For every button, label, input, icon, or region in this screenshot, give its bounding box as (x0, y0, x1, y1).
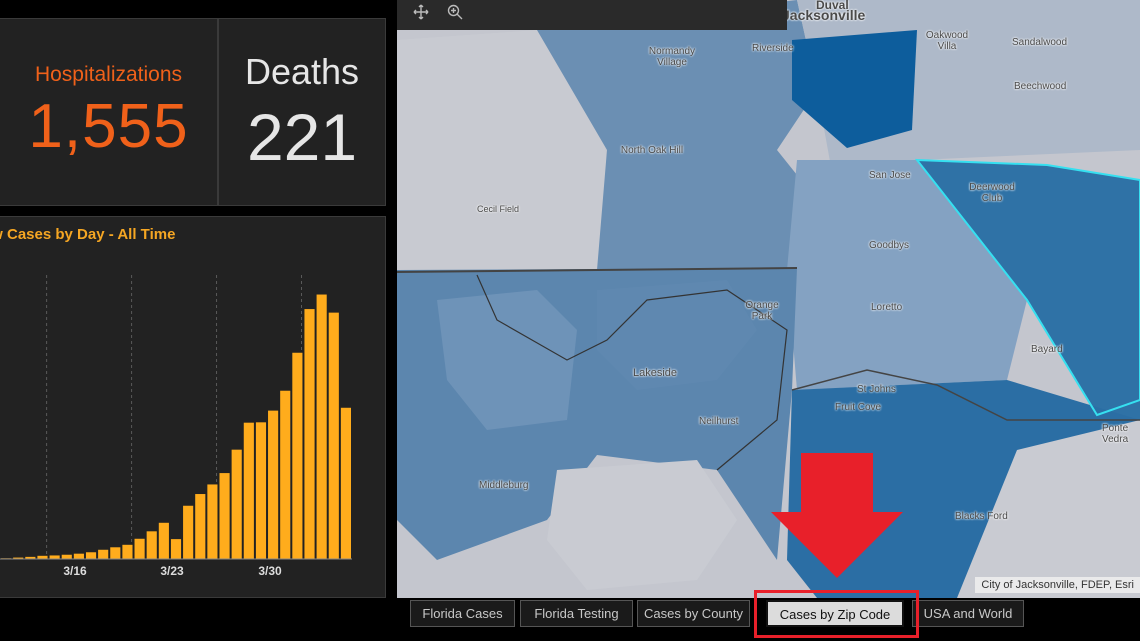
map-label-middleburg: Middleburg (479, 480, 529, 491)
map-label-blacks-ford: Blacks Ford (955, 511, 1008, 522)
map-label-oakwood-villa: Oakwood Villa (925, 30, 969, 52)
chart-bar[interactable] (49, 555, 60, 559)
chart-bar[interactable] (134, 538, 145, 559)
chart-bar[interactable] (255, 422, 267, 559)
map-label-north-oak-hill: North Oak Hill (620, 145, 684, 156)
map-label-bayard: Bayard (1031, 344, 1063, 355)
tab-cases-by-zip-code[interactable]: Cases by Zip Code (766, 600, 904, 627)
map-attribution: City of Jacksonville, FDEP, Esri (975, 577, 1140, 593)
chart-bar[interactable] (340, 407, 351, 559)
chart-bar[interactable] (61, 554, 72, 559)
tab-cases-by-county[interactable]: Cases by County (637, 600, 750, 627)
chart-bar[interactable] (231, 449, 242, 559)
map-label-neilhurst: Neilhurst (699, 416, 739, 427)
chart-bar[interactable] (268, 410, 279, 559)
map-label-ponte-vedra: Ponte Vedra (1102, 423, 1129, 445)
deaths-label: Deaths (244, 51, 360, 92)
map-label-sandalwood: Sandalwood (1012, 37, 1068, 48)
deaths-value: 221 (246, 100, 358, 174)
chart-bar[interactable] (195, 494, 206, 559)
chart-bar[interactable] (280, 390, 291, 559)
tab-usa-and-world[interactable]: USA and World (912, 600, 1024, 627)
chart-bar[interactable] (146, 531, 157, 559)
map-label-goodbys: Goodbys (869, 240, 910, 251)
map-label-deerwood-club: Deerwood Club (969, 182, 1015, 204)
map-label-loretto: Loretto (871, 302, 903, 313)
map-toolbar (397, 0, 787, 30)
chart-bar[interactable] (219, 473, 230, 559)
chart-bar[interactable] (85, 552, 97, 559)
x-tick-label: 3/30 (258, 564, 282, 578)
dashboard-tab-bar: Florida Cases Florida Testing Cases by C… (0, 598, 1140, 641)
map-label-cecil-field: Cecil Field (477, 204, 520, 214)
zoom-in-icon[interactable] (444, 4, 466, 26)
x-tick-label: 3/16 (63, 564, 87, 578)
chart-bar[interactable] (170, 539, 182, 559)
map-canvas[interactable] (397, 0, 1140, 598)
chart-bar[interactable] (304, 309, 315, 559)
hospitalizations-value: 1,555 (28, 92, 189, 161)
chart-bar[interactable] (98, 549, 109, 559)
map-label-duval: Duval (816, 0, 849, 12)
zip-code-map[interactable]: Jacksonville Duval Oakwood Villa Sandalw… (397, 0, 1140, 598)
new-cases-chart-panel: New Cases by Day - All Time 3/16 3/23 3/30 (0, 216, 386, 598)
chart-bar[interactable] (73, 553, 84, 559)
new-cases-bar-chart: 3/16 3/23 3/30 (0, 275, 352, 578)
chart-bar[interactable] (316, 294, 327, 559)
chart-bar[interactable] (183, 505, 194, 559)
tab-highlight-box (754, 590, 919, 638)
chart-bar[interactable] (158, 522, 169, 559)
chart-bar[interactable] (37, 555, 48, 559)
chart-bar[interactable] (243, 422, 254, 559)
map-label-riverside: Riverside (752, 43, 794, 54)
chart-bar[interactable] (328, 312, 339, 559)
chart-bar[interactable] (110, 547, 121, 559)
chart-bar[interactable] (25, 556, 36, 559)
tab-florida-testing[interactable]: Florida Testing (520, 600, 633, 627)
map-label-orange-park: Orange Park (745, 300, 779, 322)
map-label-st-johns: St Johns (857, 384, 896, 395)
chart-bar[interactable] (13, 557, 24, 559)
move-icon[interactable] (410, 4, 432, 26)
chart-bar[interactable] (292, 352, 303, 559)
map-label-beechwood: Beechwood (1014, 81, 1067, 92)
hospitalizations-panel: Hospitalizations 1,555 (0, 18, 218, 206)
map-label-lakeside: Lakeside (633, 367, 678, 379)
x-tick-label: 3/23 (160, 564, 184, 578)
map-label-san-jose: San Jose (869, 170, 911, 181)
deaths-panel: Deaths 221 (218, 18, 386, 206)
chart-bar[interactable] (122, 544, 133, 559)
chart-bar[interactable] (207, 484, 218, 559)
chart-title: New Cases by Day - All Time (0, 226, 176, 243)
tab-florida-cases[interactable]: Florida Cases (410, 600, 515, 627)
map-label-fruit-cove: Fruit Cove (835, 402, 882, 413)
map-label-normandy-village: Normandy Village (648, 46, 696, 68)
map-label-jacksonville: Jacksonville (782, 7, 866, 23)
hospitalizations-label: Hospitalizations (34, 63, 183, 86)
